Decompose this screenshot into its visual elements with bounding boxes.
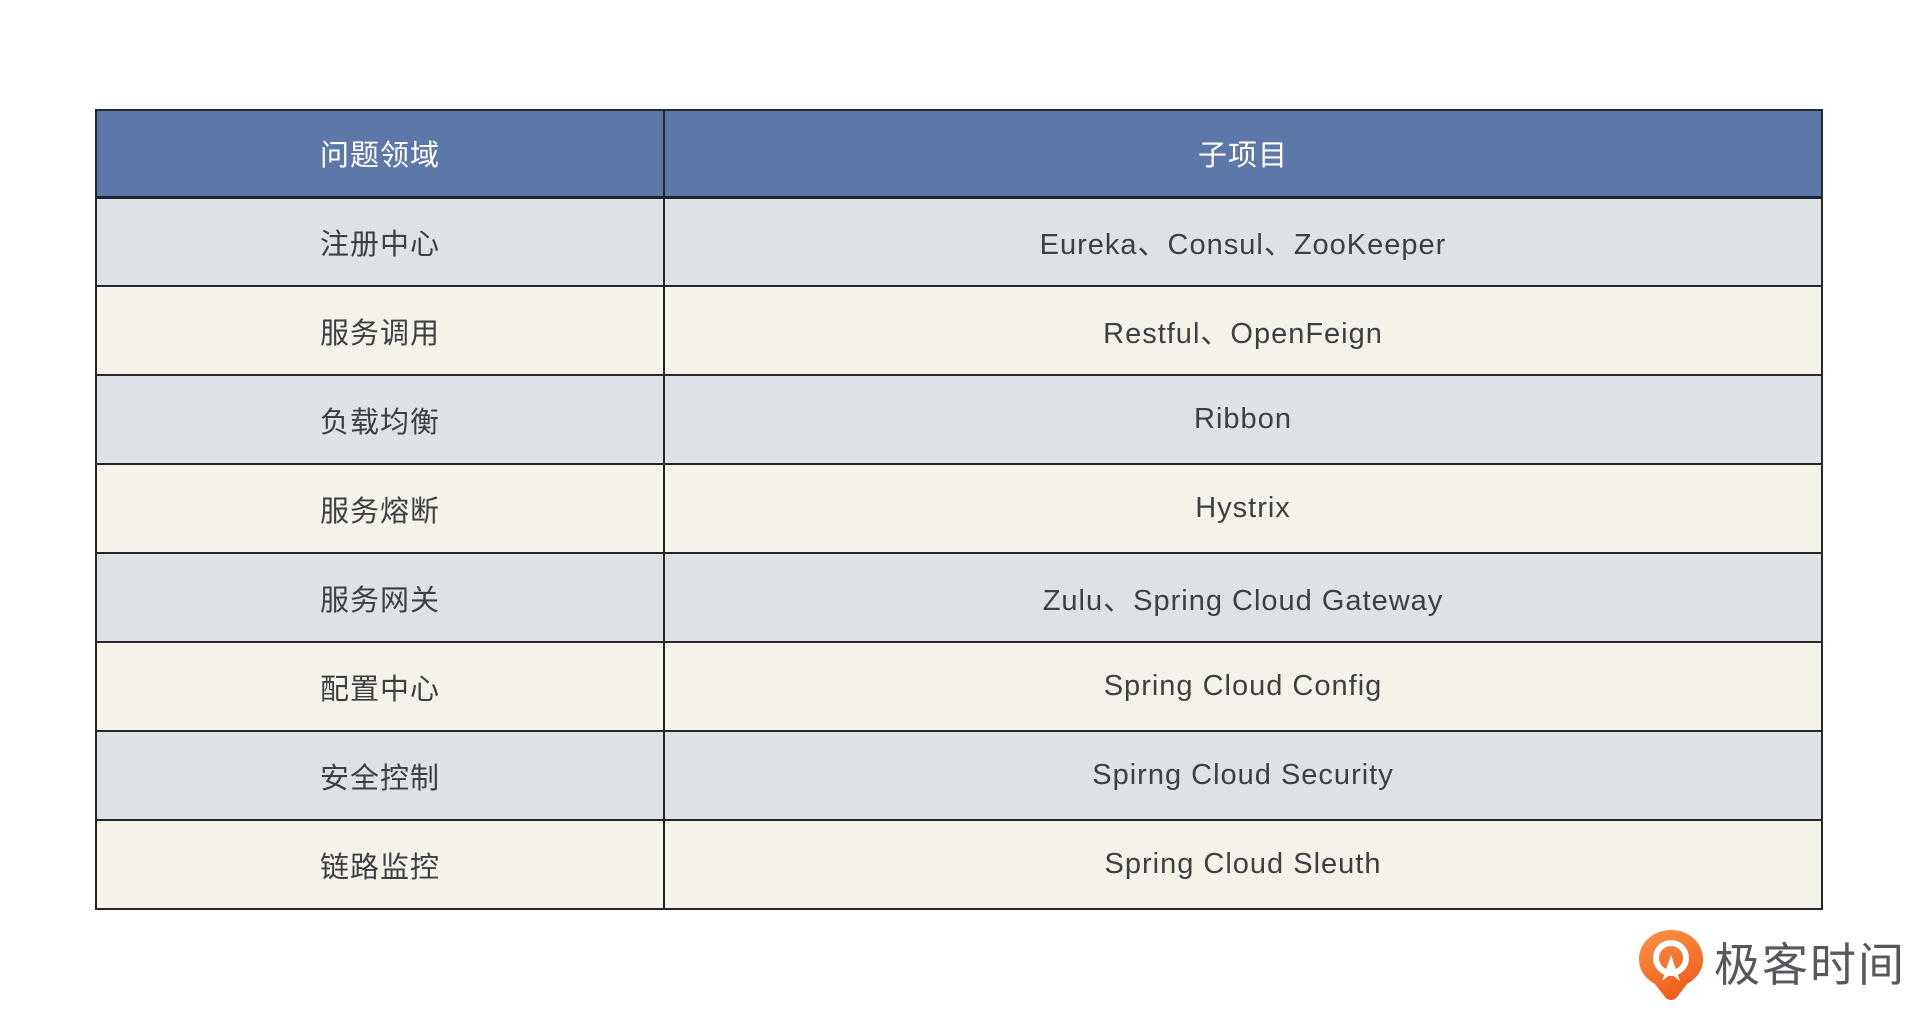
geektime-logo: 极客时间 — [1638, 929, 1906, 1001]
geektime-pin-icon — [1639, 930, 1703, 1000]
projects-cell: Restful、OpenFeign — [663, 285, 1823, 376]
header-cell-domain: 问题领域 — [95, 109, 665, 199]
projects-cell: Zulu、Spring Cloud Gateway — [663, 552, 1823, 643]
projects-cell: Spring Cloud Config — [663, 641, 1823, 732]
domain-cell: 服务网关 — [95, 552, 665, 643]
projects-cell: Eureka、Consul、ZooKeeper — [663, 196, 1823, 287]
projects-cell: Spring Cloud Sleuth — [663, 819, 1823, 910]
components-table: 问题领域 子项目 注册中心 Eureka、Consul、ZooKeeper 服务… — [95, 109, 1823, 910]
domain-cell: 链路监控 — [95, 819, 665, 910]
table-row: 配置中心 Spring Cloud Config — [95, 641, 1823, 732]
domain-cell: 安全控制 — [95, 730, 665, 821]
table-row: 链路监控 Spring Cloud Sleuth — [95, 819, 1823, 910]
header-cell-projects: 子项目 — [663, 109, 1823, 199]
table-row: 安全控制 Spirng Cloud Security — [95, 730, 1823, 821]
table-row: 服务网关 Zulu、Spring Cloud Gateway — [95, 552, 1823, 643]
domain-cell: 服务熔断 — [95, 463, 665, 554]
spring-cloud-table: 问题领域 子项目 注册中心 Eureka、Consul、ZooKeeper 服务… — [95, 109, 1823, 910]
domain-cell: 配置中心 — [95, 641, 665, 732]
table-header-row: 问题领域 子项目 — [95, 109, 1823, 199]
domain-cell: 负载均衡 — [95, 374, 665, 465]
table-row: 注册中心 Eureka、Consul、ZooKeeper — [95, 196, 1823, 287]
domain-cell: 注册中心 — [95, 196, 665, 287]
logo-text: 极客时间 — [1714, 939, 1906, 991]
table-row: 负载均衡 Ribbon — [95, 374, 1823, 465]
projects-cell: Spirng Cloud Security — [663, 730, 1823, 821]
domain-cell: 服务调用 — [95, 285, 665, 376]
projects-cell: Hystrix — [663, 463, 1823, 554]
table-row: 服务熔断 Hystrix — [95, 463, 1823, 554]
projects-cell: Ribbon — [663, 374, 1823, 465]
table-row: 服务调用 Restful、OpenFeign — [95, 285, 1823, 376]
